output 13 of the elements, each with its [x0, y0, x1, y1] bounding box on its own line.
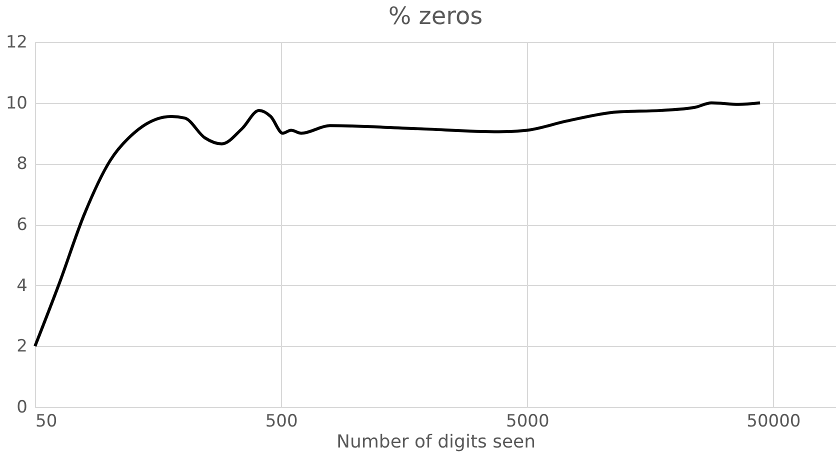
x-axis-title: Number of digits seen [336, 432, 536, 452]
y-tick-label: 0 [16, 398, 28, 418]
y-tick-label: 10 [6, 93, 28, 114]
x-tick-label: 50000 [746, 412, 801, 432]
y-tick-label: 8 [16, 154, 28, 174]
chart-title: % zeros [388, 2, 483, 30]
y-tick-label: 4 [16, 276, 28, 296]
y-tick-label: 2 [16, 336, 28, 357]
x-tick-label: 50 [36, 412, 58, 432]
y-tick-label: 12 [6, 32, 28, 52]
x-tick-label: 5000 [506, 412, 550, 432]
y-tick-label: 6 [16, 215, 28, 235]
x-tick-label: 500 [265, 412, 298, 432]
